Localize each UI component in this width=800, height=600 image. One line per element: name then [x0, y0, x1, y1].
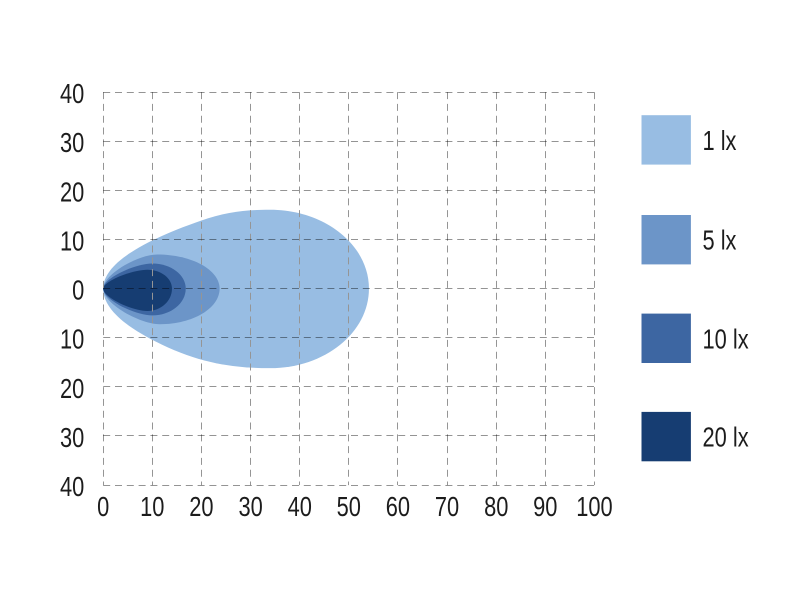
svg-text:20: 20 [60, 373, 84, 404]
svg-text:40: 40 [288, 492, 312, 523]
svg-text:20: 20 [189, 492, 213, 523]
svg-text:60: 60 [386, 492, 410, 523]
svg-text:50: 50 [337, 492, 361, 523]
svg-text:40: 40 [60, 79, 84, 110]
svg-text:30: 30 [238, 492, 262, 523]
svg-text:10 lx: 10 lx [703, 324, 749, 355]
svg-text:20 lx: 20 lx [703, 422, 749, 453]
svg-text:100: 100 [576, 492, 612, 523]
svg-text:10: 10 [140, 492, 164, 523]
svg-text:10: 10 [60, 324, 84, 355]
svg-text:70: 70 [435, 492, 459, 523]
svg-text:0: 0 [72, 275, 84, 306]
svg-text:30: 30 [60, 128, 84, 159]
svg-text:1 lx: 1 lx [703, 125, 737, 156]
svg-text:40: 40 [60, 472, 84, 503]
svg-text:20: 20 [60, 177, 84, 208]
svg-text:80: 80 [484, 492, 508, 523]
svg-text:0: 0 [97, 492, 109, 523]
svg-text:5 lx: 5 lx [703, 225, 737, 256]
svg-text:30: 30 [60, 422, 84, 453]
svg-text:90: 90 [533, 492, 557, 523]
svg-text:10: 10 [60, 226, 84, 257]
